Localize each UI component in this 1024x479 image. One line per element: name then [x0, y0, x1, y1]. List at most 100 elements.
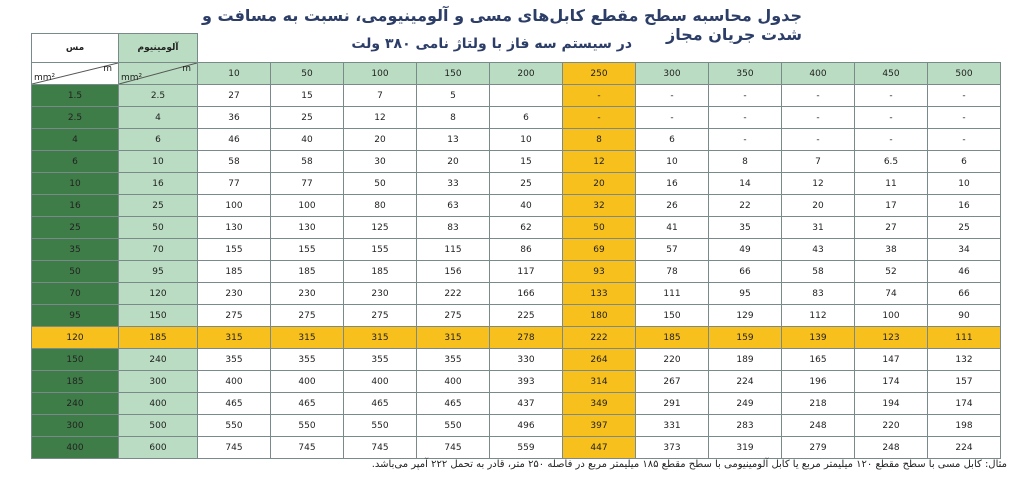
current-value-cell: 111 — [927, 326, 1001, 349]
current-value-cell: 447 — [562, 436, 636, 459]
current-value-cell: 550 — [343, 414, 417, 437]
current-value-cell: 185 — [343, 260, 417, 283]
copper-header: مس — [31, 33, 119, 63]
current-value-cell: 550 — [197, 414, 271, 437]
current-value-cell: 77 — [270, 172, 344, 195]
current-value-cell: 745 — [270, 436, 344, 459]
current-value-cell: - — [562, 106, 636, 129]
current-value-cell: 400 — [416, 370, 490, 393]
page-subtitle: در سیستم سه فاز با ولتاژ نامی ۳۸۰ ولت — [351, 36, 632, 52]
current-value-cell: 10 — [489, 128, 563, 151]
current-value-cell: 49 — [708, 238, 782, 261]
current-value-cell: 275 — [197, 304, 271, 327]
current-value-cell: 58 — [197, 150, 271, 173]
current-value-cell: - — [635, 106, 709, 129]
current-value-cell: 10 — [635, 150, 709, 173]
current-value-cell: 83 — [416, 216, 490, 239]
aluminum-size-cell: 120 — [118, 282, 198, 305]
material-header-row: مس آلومینیوم — [31, 33, 1001, 63]
aluminum-size-cell: 150 — [118, 304, 198, 327]
current-value-cell: 249 — [708, 392, 782, 415]
current-value-cell: 745 — [197, 436, 271, 459]
current-value-cell: 559 — [489, 436, 563, 459]
distance-header-row: m mm² m mm² 10 50 100 150 200 250 300 350 400 450… — [31, 62, 1001, 85]
current-value-cell: 373 — [635, 436, 709, 459]
current-value-cell: 16 — [635, 172, 709, 195]
current-value-cell: 315 — [270, 326, 344, 349]
distance-header-100: 100 — [343, 62, 417, 85]
current-value-cell: 218 — [781, 392, 855, 415]
copper-size-cell: 25 — [31, 216, 119, 239]
current-value-cell: 275 — [270, 304, 344, 327]
table-row: 35 70 155 155 155 115 86 69 57 49 43 38 34 — [31, 238, 1001, 261]
current-value-cell: 90 — [927, 304, 1001, 327]
current-value-cell: 25 — [927, 216, 1001, 239]
distance-header-400: 400 — [781, 62, 855, 85]
current-value-cell: 117 — [489, 260, 563, 283]
current-value-cell: 222 — [562, 326, 636, 349]
current-value-cell: 6 — [635, 128, 709, 151]
current-value-cell: 52 — [854, 260, 928, 283]
table-row: 2.5 4 36 25 12 8 6- - - - - - — [31, 106, 1001, 129]
table-row: 4 6 46 40 20 13 10 8 6- - - - — [31, 128, 1001, 151]
table-row: 240 400 465 465 465 465 437 349 291 249 218 194 174 — [31, 392, 1001, 415]
current-value-cell: 189 — [708, 348, 782, 371]
current-value-cell: 291 — [635, 392, 709, 415]
current-value-cell: 400 — [197, 370, 271, 393]
current-value-cell: 550 — [416, 414, 490, 437]
current-value-cell — [489, 84, 563, 107]
current-value-cell: 36 — [197, 106, 271, 129]
distance-header-250: 250 — [562, 62, 636, 85]
current-value-cell: 355 — [197, 348, 271, 371]
current-value-cell: 12 — [562, 150, 636, 173]
current-value-cell: 69 — [562, 238, 636, 261]
current-value-cell: 314 — [562, 370, 636, 393]
current-value-cell: 315 — [416, 326, 490, 349]
current-value-cell: 50 — [343, 172, 417, 195]
aluminum-header: آلومینیوم — [118, 33, 198, 63]
current-value-cell: 43 — [781, 238, 855, 261]
current-value-cell: 83 — [781, 282, 855, 305]
current-value-cell: 319 — [708, 436, 782, 459]
current-value-cell: 6 — [927, 150, 1001, 173]
aluminum-size-cell: 25 — [118, 194, 198, 217]
current-value-cell: 465 — [197, 392, 271, 415]
distance-header-200: 200 — [489, 62, 563, 85]
current-value-cell: 222 — [416, 282, 490, 305]
current-value-cell: 34 — [927, 238, 1001, 261]
current-value-cell: 38 — [854, 238, 928, 261]
current-value-cell: 130 — [270, 216, 344, 239]
current-value-cell: 465 — [343, 392, 417, 415]
current-value-cell: 196 — [781, 370, 855, 393]
current-value-cell: - — [708, 84, 782, 107]
current-value-cell: 132 — [927, 348, 1001, 371]
current-value-cell: 194 — [854, 392, 928, 415]
current-value-cell: - — [708, 106, 782, 129]
current-value-cell: 27 — [854, 216, 928, 239]
current-value-cell: 16 — [927, 194, 1001, 217]
example-note: مثال: کابل مسی با سطح مقطع ۱۲۰ میلیمتر م… — [371, 459, 1007, 470]
current-value-cell: 248 — [781, 414, 855, 437]
current-value-cell: 220 — [635, 348, 709, 371]
table-row: 70 120 230 230 230 222 166 133 111 95 83 74 66 — [31, 282, 1001, 305]
current-value-cell: 20 — [343, 128, 417, 151]
current-value-cell: 745 — [416, 436, 490, 459]
current-value-cell: 100 — [197, 194, 271, 217]
aluminum-size-cell: 600 — [118, 436, 198, 459]
current-value-cell: 15 — [489, 150, 563, 173]
current-value-cell: 349 — [562, 392, 636, 415]
copper-size-cell: 150 — [31, 348, 119, 371]
current-value-cell: 123 — [854, 326, 928, 349]
current-value-cell: 159 — [708, 326, 782, 349]
current-value-cell: 397 — [562, 414, 636, 437]
current-value-cell: 50 — [562, 216, 636, 239]
aluminum-size-cell: 50 — [118, 216, 198, 239]
current-value-cell: 7 — [343, 84, 417, 107]
current-value-cell: 275 — [416, 304, 490, 327]
current-value-cell: 550 — [270, 414, 344, 437]
current-value-cell: - — [781, 106, 855, 129]
current-value-cell: 745 — [343, 436, 417, 459]
copper-size-cell: 300 — [31, 414, 119, 437]
current-value-cell: 93 — [562, 260, 636, 283]
current-value-cell: 77 — [197, 172, 271, 195]
